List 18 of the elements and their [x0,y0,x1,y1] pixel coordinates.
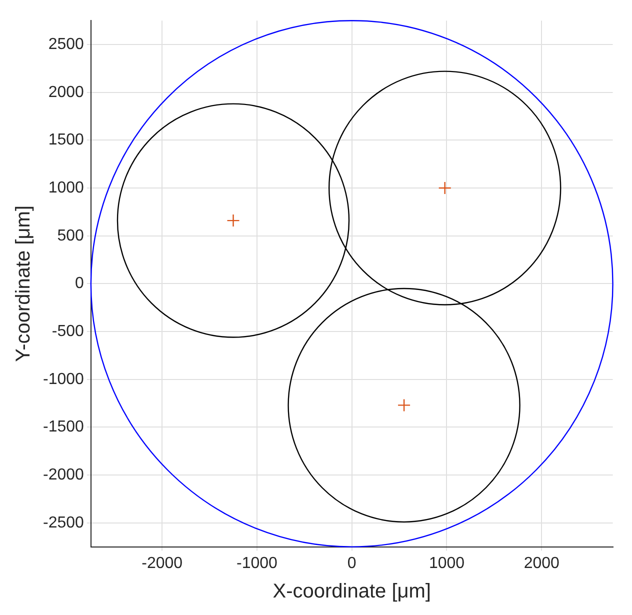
x-axis-title: X-coordinate [μm] [272,580,431,603]
y-tick-label: 1000 [48,179,84,196]
y-tick-label: -1500 [43,418,84,436]
x-tick-label: 0 [347,554,356,572]
x-tick-label: 1000 [428,554,465,572]
y-tick-label: -500 [52,322,84,340]
x-tick-label: 2000 [524,554,560,572]
y-tick-label: -1000 [43,370,84,388]
y-tick-label: -2000 [43,466,84,484]
y-tick-label: 2500 [48,36,84,53]
x-tick-label: -1000 [236,554,278,572]
y-tick-label: 1500 [48,132,84,149]
x-tick-label: -2000 [142,554,183,572]
y-tick-label: 500 [57,227,84,244]
y-tick-label: 2000 [48,84,84,101]
y-tick-label: 0 [75,275,84,292]
y-tick-label: -2500 [43,514,84,532]
y-axis-title: Y-coordinate [μm] [12,205,35,362]
